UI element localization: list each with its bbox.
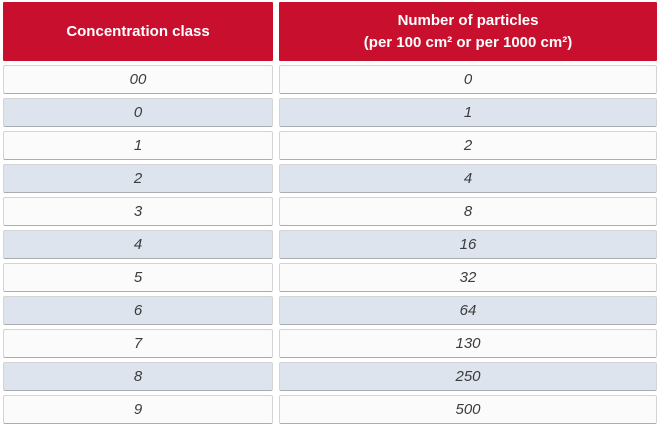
cell-concentration-class: 5 <box>3 263 273 292</box>
table-row: 8 250 <box>3 362 657 391</box>
cell-concentration-class: 8 <box>3 362 273 391</box>
table-header: Concentration class Number of particles … <box>3 2 657 61</box>
cell-concentration-class: 00 <box>3 65 273 94</box>
cell-number-of-particles: 4 <box>279 164 657 193</box>
cell-concentration-class: 0 <box>3 98 273 127</box>
cell-number-of-particles: 2 <box>279 131 657 160</box>
table-row: 00 0 <box>3 65 657 94</box>
cell-number-of-particles: 64 <box>279 296 657 325</box>
cell-number-of-particles: 500 <box>279 395 657 424</box>
cell-concentration-class: 1 <box>3 131 273 160</box>
cell-concentration-class: 9 <box>3 395 273 424</box>
table-body: 00 0 0 1 1 2 2 4 3 8 4 16 5 32 6 64 7 130 8 250 9 500 <box>3 65 657 424</box>
table-row: 6 64 <box>3 296 657 325</box>
cell-concentration-class: 3 <box>3 197 273 226</box>
table-row: 4 16 <box>3 230 657 259</box>
cell-number-of-particles: 250 <box>279 362 657 391</box>
cell-number-of-particles: 8 <box>279 197 657 226</box>
cell-concentration-class: 7 <box>3 329 273 358</box>
header-row: Concentration class Number of particles … <box>3 2 657 61</box>
cell-number-of-particles: 16 <box>279 230 657 259</box>
table-row: 5 32 <box>3 263 657 292</box>
cell-number-of-particles: 130 <box>279 329 657 358</box>
cell-number-of-particles: 0 <box>279 65 657 94</box>
cell-number-of-particles: 32 <box>279 263 657 292</box>
column-header-concentration-class: Concentration class <box>3 2 273 61</box>
column-header-number-of-particles: Number of particles (per 100 cm² or per … <box>279 2 657 61</box>
table-row: 7 130 <box>3 329 657 358</box>
cell-concentration-class: 2 <box>3 164 273 193</box>
cell-number-of-particles: 1 <box>279 98 657 127</box>
table-row: 9 500 <box>3 395 657 424</box>
cell-concentration-class: 4 <box>3 230 273 259</box>
cell-concentration-class: 6 <box>3 296 273 325</box>
